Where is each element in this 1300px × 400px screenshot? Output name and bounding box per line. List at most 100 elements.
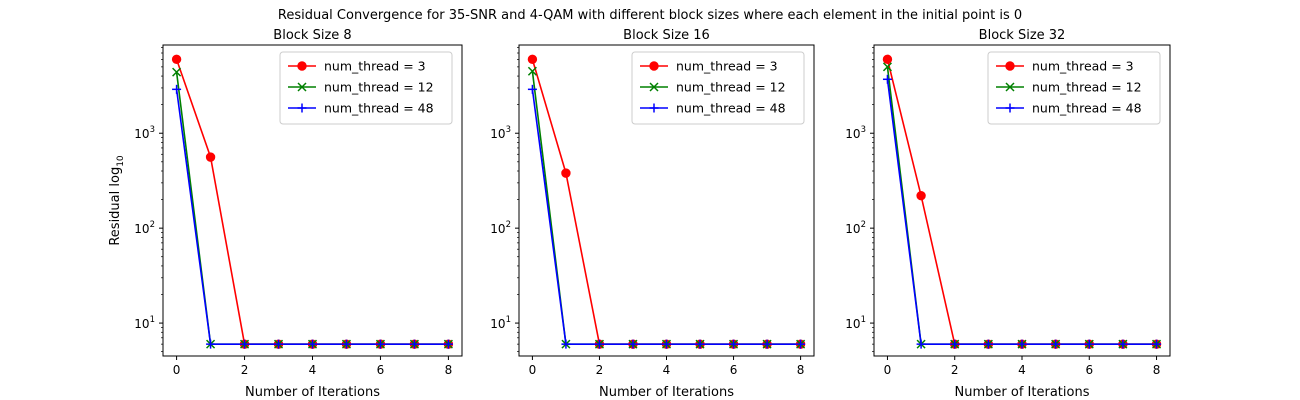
data-point <box>561 168 571 178</box>
data-point <box>172 67 182 77</box>
data-point <box>341 339 351 349</box>
x-tick-label: 6 <box>730 363 738 377</box>
x-tick-label: 0 <box>173 363 181 377</box>
data-point <box>527 66 537 76</box>
x-tick-label: 6 <box>377 363 385 377</box>
y-tick-label: 103 <box>134 125 155 141</box>
data-point <box>274 339 284 349</box>
legend-marker <box>649 103 659 113</box>
legend-marker <box>297 61 307 71</box>
data-point <box>882 62 892 72</box>
y-axis-label: Residual log10 <box>108 155 126 246</box>
data-point <box>796 339 806 349</box>
data-point <box>983 339 993 349</box>
data-point <box>916 190 926 201</box>
data-point <box>206 339 216 349</box>
series-markers-3 <box>172 84 453 349</box>
x-tick-label: 6 <box>1085 363 1093 377</box>
legend-frame <box>279 51 453 125</box>
subplot-1: Block Size 8 0 2 4 6 8 101 102 103 Number of Iter… <box>108 28 463 400</box>
data-point <box>527 84 537 94</box>
data-point <box>172 84 182 94</box>
data-point <box>1152 339 1162 349</box>
subplot-title: Block Size 32 <box>979 28 1066 43</box>
legend-marker <box>1005 103 1015 113</box>
data-point <box>240 339 250 349</box>
data-point <box>594 339 604 349</box>
data-point <box>375 339 385 349</box>
data-point <box>662 339 671 349</box>
data-point <box>1084 339 1094 349</box>
legend-label: num_thread = 3 <box>676 59 778 74</box>
data-point <box>409 339 419 349</box>
data-point <box>443 339 453 349</box>
data-point <box>1051 339 1061 349</box>
y-tick-label: 101 <box>490 315 511 331</box>
x-tick-label: 2 <box>596 363 604 377</box>
x-tick-label: 0 <box>884 363 892 377</box>
series-markers-3 <box>882 74 1162 349</box>
legend-marker <box>1005 61 1015 71</box>
legend-marker <box>297 82 307 92</box>
data-point <box>205 152 216 162</box>
x-tick-label: 8 <box>1153 363 1161 377</box>
data-point <box>561 339 571 349</box>
series-markers-3 <box>527 84 806 349</box>
legend-label: num_thread = 48 <box>676 101 786 116</box>
x-axis-label: Number of Iterations <box>955 385 1090 400</box>
legend-marker <box>649 82 659 92</box>
data-point <box>916 339 926 349</box>
x-axis-label: Number of Iterations <box>245 385 380 400</box>
legend: num_thread = 3 num_thread = 12 num_thread … <box>279 51 453 125</box>
y-tick-label: 102 <box>845 220 866 236</box>
data-point <box>950 339 960 349</box>
y-tick-label: 103 <box>845 125 866 141</box>
legend: num_thread = 3 num_thread = 12 num_thread … <box>987 51 1161 125</box>
data-point <box>308 339 317 349</box>
figure-suptitle: Residual Convergence for 35-SNR and 4-QA… <box>278 8 1022 23</box>
x-tick-label: 8 <box>797 363 805 377</box>
y-tick-label: 102 <box>490 220 511 236</box>
subplot-title: Block Size 16 <box>623 28 710 43</box>
data-point <box>695 339 705 349</box>
data-point <box>729 339 739 349</box>
legend-label: num_thread = 3 <box>1032 59 1134 74</box>
x-tick-label: 8 <box>445 363 453 377</box>
y-tick-label: 103 <box>490 125 511 141</box>
legend-marker <box>649 61 659 71</box>
y-tick-label: 101 <box>845 315 866 331</box>
legend: num_thread = 3 num_thread = 12 num_thread … <box>631 51 805 125</box>
legend-label: num_thread = 3 <box>324 59 426 74</box>
data-point <box>882 54 893 65</box>
y-tick-label: 101 <box>134 315 155 331</box>
legend-frame <box>631 51 805 125</box>
x-tick-label: 4 <box>663 363 671 377</box>
data-point <box>171 54 182 65</box>
legend-label: num_thread = 48 <box>324 101 434 116</box>
plot-area <box>171 54 454 349</box>
subplot-title: Block Size 8 <box>273 28 351 43</box>
x-tick-label: 4 <box>309 363 317 377</box>
x-tick-label: 0 <box>529 363 537 377</box>
x-tick-label: 2 <box>951 363 959 377</box>
legend-marker <box>1005 82 1015 92</box>
data-point <box>1118 339 1128 349</box>
legend-marker <box>297 103 307 113</box>
axes-root: Block Size 8 0 2 4 6 8 101 102 103 Number of Iter… <box>108 28 1171 400</box>
plot-area <box>882 54 1162 349</box>
subplot-2: Block Size 16 0 2 4 6 8 101 102 103 Number of Ite… <box>490 28 815 400</box>
x-axis-label: Number of Iterations <box>599 385 734 400</box>
legend-label: num_thread = 12 <box>324 80 434 95</box>
data-point <box>762 339 772 349</box>
legend-frame <box>987 51 1161 125</box>
data-point <box>882 74 892 84</box>
data-point <box>527 54 538 65</box>
y-tick-label: 102 <box>134 220 155 236</box>
legend-label: num_thread = 12 <box>676 80 786 95</box>
data-point <box>628 339 638 349</box>
legend-label: num_thread = 48 <box>1032 101 1142 116</box>
x-tick-label: 4 <box>1018 363 1026 377</box>
subplot-3: Block Size 32 0 2 4 6 8 101 102 103 Number of Ite… <box>845 28 1171 400</box>
plot-area <box>527 54 806 349</box>
